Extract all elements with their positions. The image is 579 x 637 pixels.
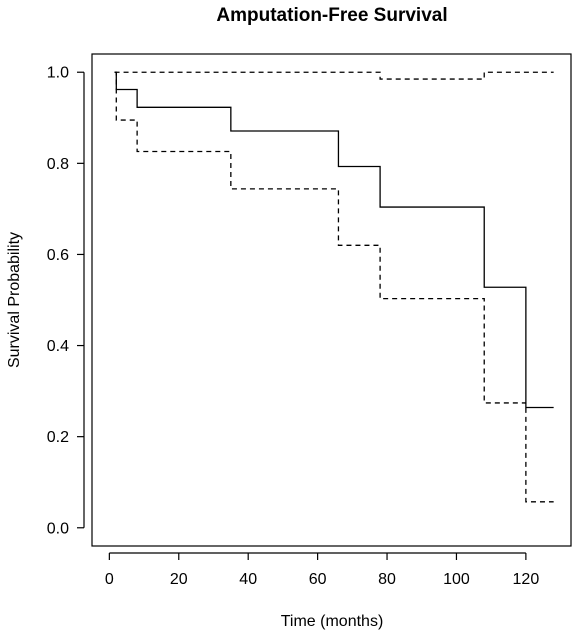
series-layer (114, 71, 554, 503)
y-tick-label: 0.8 (47, 156, 69, 173)
chart-title: Amputation-Free Survival (216, 5, 447, 26)
y-axis: 0.0 0.2 0.4 0.6 0.8 1.0 (47, 65, 85, 537)
y-tick-label: 1.0 (47, 65, 69, 82)
plot-frame (91, 53, 572, 547)
x-tick-label: 80 (378, 571, 396, 588)
x-tick-label: 120 (513, 571, 540, 588)
x-tick-label: 20 (170, 571, 188, 588)
y-tick-label: 0.0 (47, 520, 69, 537)
series-3-line (114, 71, 554, 80)
y-axis-label: Survival Probability (6, 232, 23, 368)
series-1-line (114, 71, 554, 409)
series-2-line (114, 71, 554, 503)
y-tick-label: 0.4 (47, 338, 69, 355)
y-tick-label: 0.2 (47, 429, 69, 446)
x-axis-label: Time (months) (281, 613, 384, 630)
x-axis: 0 20 40 60 80 100 120 (105, 552, 540, 588)
x-tick-label: 60 (309, 571, 327, 588)
x-tick-label: 100 (443, 571, 470, 588)
y-tick-label: 0.6 (47, 247, 69, 264)
x-tick-label: 40 (239, 571, 257, 588)
x-tick-label: 0 (105, 571, 114, 588)
